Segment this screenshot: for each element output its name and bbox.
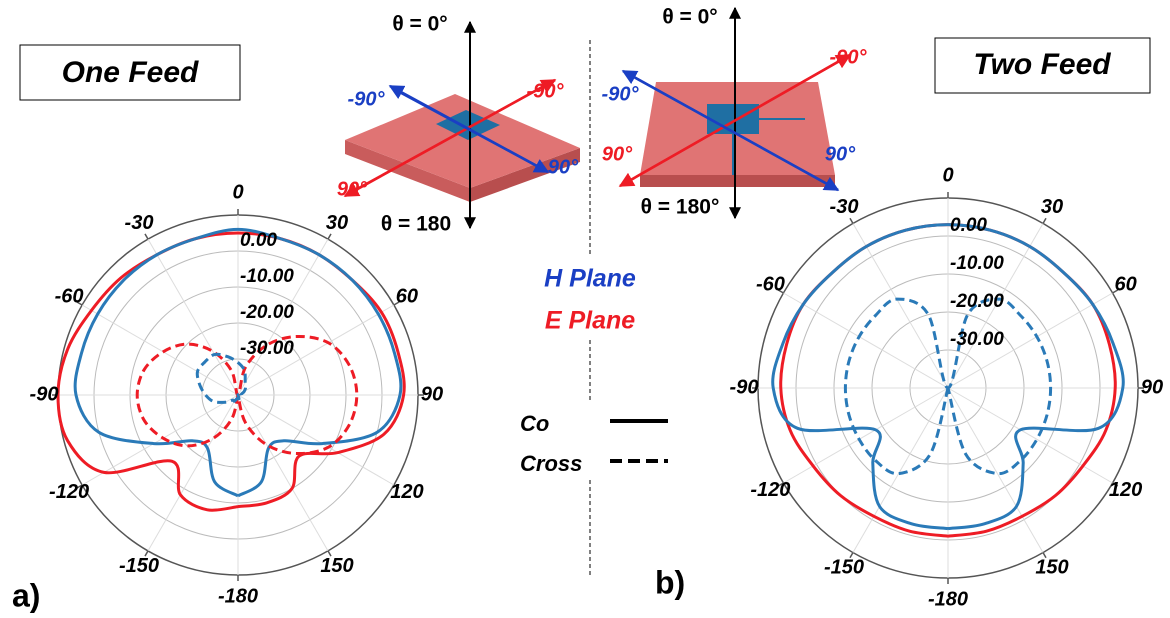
- theta-top: θ = 0°: [392, 13, 447, 36]
- grid-spoke: [852, 223, 949, 389]
- blue-neg-label: -90°: [348, 88, 386, 110]
- pattern-line: [843, 297, 1053, 476]
- data-layer: [56, 223, 1125, 538]
- chart-title: Two Feed: [973, 48, 1111, 81]
- antenna-diagram-one-feed: θ = 0° θ = 180 -90° 90° -90° 90°: [337, 13, 580, 236]
- red-neg-label: -90°: [527, 80, 565, 102]
- tick-mark: [1112, 482, 1119, 487]
- angle-tick-label: 0: [232, 181, 243, 203]
- angle-tick-label: 90: [1141, 376, 1163, 398]
- angle-tick-label: 90: [421, 383, 443, 405]
- r-tick-label: -10.00: [240, 266, 294, 287]
- angle-tick-label: 30: [1041, 196, 1063, 218]
- angle-tick-label: -180: [218, 585, 258, 607]
- legend-label: E Plane: [545, 307, 635, 335]
- legend-label: Co: [520, 411, 549, 436]
- tick-mark: [1112, 289, 1119, 294]
- grid-spoke: [947, 387, 1044, 553]
- angle-tick-label: -60: [55, 286, 84, 308]
- grid-layer: [52, 192, 1144, 584]
- angle-tick-label: 60: [1114, 274, 1136, 296]
- text-layer: 0.00 -10.00 -20.00 -30.00 0 30 60 90 120 150 -180 -…: [30, 164, 1164, 610]
- tick-mark: [144, 233, 149, 240]
- angle-tick-label: -150: [119, 555, 159, 577]
- angle-tick-label: 60: [396, 286, 418, 308]
- grid-spoke: [947, 223, 1044, 389]
- title-box: [934, 37, 1151, 94]
- angle-tick-label: -60: [756, 274, 785, 296]
- tick-mark: [327, 233, 332, 240]
- red-neg-label: -90°: [830, 46, 868, 68]
- pattern-line: [771, 223, 1125, 531]
- tick-mark: [393, 484, 400, 489]
- theta-bottom: θ = 180: [381, 213, 451, 236]
- angle-tick-label: 150: [320, 555, 353, 577]
- r-tick-label: -30.00: [240, 338, 294, 359]
- grid-spoke: [237, 394, 329, 552]
- tick-mark: [76, 301, 83, 306]
- r-tick-label: -20.00: [240, 302, 294, 323]
- angle-tick-label: -150: [824, 556, 864, 578]
- grid-spoke: [947, 387, 1113, 484]
- panel-label: a): [12, 577, 40, 613]
- angle-tick-label: 150: [1035, 556, 1068, 578]
- angle-tick-label: -30: [125, 212, 154, 234]
- angle-tick-label: 120: [1109, 479, 1142, 501]
- tick-mark: [76, 484, 83, 489]
- angle-tick-label: 120: [390, 481, 423, 503]
- tick-mark: [144, 550, 149, 557]
- angle-tick-label: -120: [750, 479, 790, 501]
- pattern-line: [195, 352, 248, 404]
- angle-tick-label: 0: [942, 164, 953, 186]
- theta-bottom: θ = 180°: [641, 196, 720, 219]
- blue-pos-label: 90°: [548, 156, 579, 178]
- angle-tick-label: -120: [49, 481, 89, 503]
- r-tick-label: -30.00: [950, 329, 1004, 350]
- angle-tick-label: -90: [730, 376, 759, 398]
- grid-spoke: [147, 238, 239, 396]
- tick-mark: [327, 550, 332, 557]
- r-tick-label: -20.00: [950, 291, 1004, 312]
- legend-label: Cross: [520, 451, 582, 476]
- grid-spoke: [237, 238, 329, 396]
- title-box: [19, 44, 241, 101]
- tick-mark: [849, 217, 854, 224]
- tick-mark: [777, 289, 784, 294]
- grid-spoke: [81, 304, 239, 396]
- grid-spoke: [947, 292, 1113, 389]
- tick-mark: [849, 552, 854, 559]
- grid-spoke: [783, 292, 949, 389]
- grid-spoke: [852, 387, 949, 553]
- red-pos-label: 90°: [602, 143, 633, 165]
- legend: H Plane E Plane Co Cross: [520, 265, 668, 476]
- grid-spoke: [81, 394, 239, 486]
- theta-top: θ = 0°: [662, 6, 717, 29]
- tick-mark: [1042, 552, 1047, 559]
- angle-tick-label: -180: [928, 588, 968, 610]
- angle-tick-label: -30: [830, 196, 859, 218]
- blue-pos-label: 90°: [825, 143, 856, 165]
- tick-mark: [393, 301, 400, 306]
- grid-spoke: [147, 394, 239, 552]
- panel-label: b): [655, 564, 685, 600]
- grid-spoke: [237, 304, 395, 396]
- r-tick-label: -10.00: [950, 253, 1004, 274]
- r-tick-label: 0.00: [240, 230, 277, 251]
- grid-spoke: [783, 387, 949, 484]
- pattern-line: [73, 227, 403, 498]
- legend-label: H Plane: [544, 265, 636, 293]
- red-pos-label: 90°: [337, 178, 368, 200]
- chart-title: One Feed: [62, 56, 199, 89]
- r-tick-label: 0.00: [950, 215, 987, 236]
- tick-mark: [1042, 217, 1047, 224]
- angle-tick-label: -90: [30, 383, 59, 405]
- tick-mark: [777, 482, 784, 487]
- antenna-diagram-two-feed: θ = 0° θ = 180° -90° 90° -90° 90°: [602, 6, 868, 220]
- grid-spoke: [237, 394, 395, 486]
- angle-tick-label: 30: [326, 212, 348, 234]
- blue-neg-label: -90°: [602, 83, 640, 105]
- pattern-line: [56, 231, 406, 512]
